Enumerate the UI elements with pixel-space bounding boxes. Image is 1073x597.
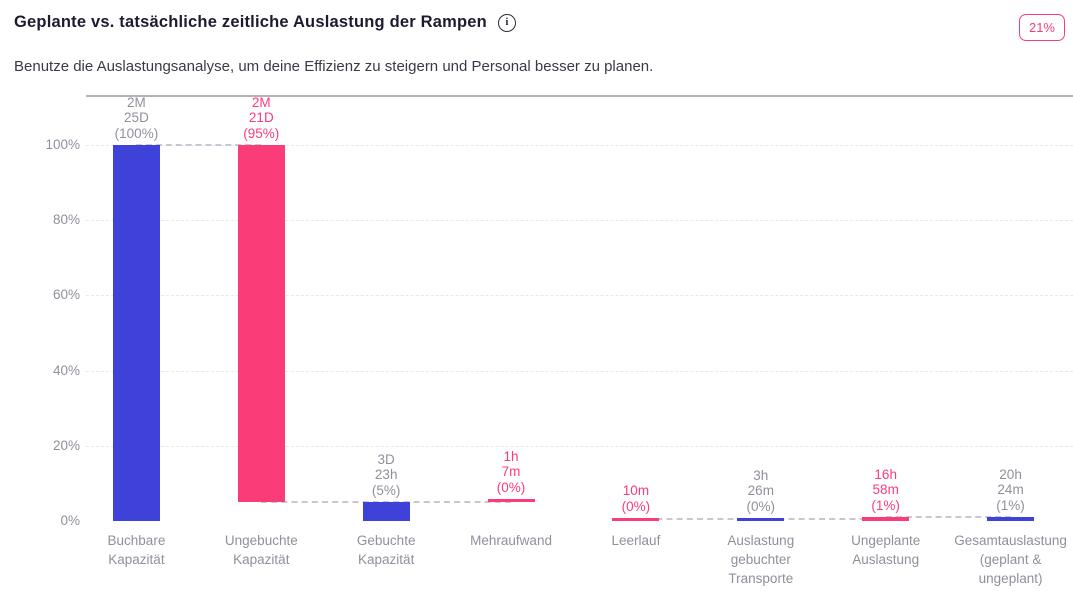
y-tick-label: 100%: [45, 137, 80, 152]
bar-value-label: 10m (0%): [574, 483, 698, 514]
bar-value-line: (0%): [621, 498, 651, 514]
gridline: [86, 145, 1073, 146]
bar-value-label: 16h 58m (1%): [824, 467, 948, 514]
bar-value-line: (0%): [746, 498, 776, 514]
bar-value-label: 3D 23h (5%): [324, 452, 448, 499]
bar[interactable]: [487, 499, 535, 503]
y-tick-label: 20%: [52, 437, 80, 453]
bar-value-label: 2M 25D (100%): [74, 95, 198, 142]
bar-value-line: 21D: [248, 110, 274, 125]
bar-category-label: Leerlauf: [611, 533, 661, 548]
bar-value-label: 1h 7m (0%): [449, 449, 573, 496]
bar-value-line: 3D: [377, 451, 395, 467]
bar-value-label: 3h 26m (0%): [699, 468, 823, 515]
bar[interactable]: [737, 518, 785, 521]
bar-value-line: 1h: [503, 448, 519, 464]
gridline: [86, 295, 1073, 297]
bar-value-line: 20h: [999, 466, 1022, 482]
bar-value-line: 2M: [127, 94, 146, 110]
header: Geplante vs. tatsächliche zeitliche Ausl…: [14, 13, 516, 32]
y-tick-label: 60%: [52, 287, 80, 303]
x-axis-line: [86, 95, 1073, 97]
bar-value-line: 2M: [251, 94, 271, 110]
bar-category-label: Ungebuchte Kapazität: [224, 533, 298, 567]
bar-category-label: Gebuchte Kapazität: [356, 533, 416, 567]
bar-value-line: (1%): [871, 497, 900, 513]
utilization-percent-badge: 21%: [1018, 14, 1065, 41]
bar-value-line: 58m: [872, 482, 899, 498]
bar-value-line: (0%): [496, 479, 526, 495]
bar[interactable]: [612, 518, 660, 521]
page-title: Geplante vs. tatsächliche zeitliche Ausl…: [14, 13, 487, 31]
bar[interactable]: [112, 145, 160, 521]
y-tick-label: 80%: [52, 212, 80, 228]
bar-value-line: 23h: [374, 467, 398, 483]
bar[interactable]: [987, 517, 1035, 521]
bar-value-line: (1%): [996, 497, 1025, 513]
bar-value-line: 3h: [753, 467, 769, 483]
bar-category-label: Ungeplante Auslastung: [851, 533, 921, 567]
bar-value-line: 7m: [501, 464, 521, 480]
bar[interactable]: [862, 517, 910, 521]
info-icon[interactable]: i: [497, 13, 516, 32]
waterfall-connector-line: [885, 516, 1011, 519]
bar-value-line: 24m: [997, 482, 1024, 498]
bar-category-label: Gesamtauslastung (geplant & ungeplant): [954, 533, 1067, 586]
waterfall-connector-line: [136, 144, 262, 146]
bar[interactable]: [362, 502, 410, 521]
bar-value-label: 2M 21D (95%): [199, 95, 323, 142]
gridline: [86, 220, 1073, 222]
bar-value-line: (100%): [114, 125, 159, 141]
y-tick-label: 40%: [52, 362, 80, 378]
gridline: [86, 370, 1073, 372]
bar[interactable]: [237, 145, 285, 503]
chart-subtitle: Benutze die Auslastungsanalyse, um deine…: [14, 58, 654, 75]
bar-category-label: Buchbare Kapazität: [107, 533, 166, 567]
bar-value-line: (95%): [243, 125, 280, 141]
bar-value-line: 26m: [747, 483, 774, 498]
gridline: [86, 445, 1073, 447]
y-tick-label: 0%: [60, 513, 80, 528]
bar-category-label: Mehraufwand: [470, 533, 552, 548]
bar-category-label: Auslastung gebuchter Transporte: [727, 533, 795, 586]
bar-value-line: 16h: [874, 466, 897, 482]
bar-value-label: 20h 24m (1%): [949, 467, 1073, 514]
bar-value-line: 10m: [622, 483, 650, 498]
bar-value-line: 25D: [124, 110, 149, 125]
chart: 0% 20% 40% 60% 80% 100% 2M 25D (100%) Buchbare Ka…: [0, 95, 1073, 597]
bar-value-line: (5%): [371, 482, 401, 498]
